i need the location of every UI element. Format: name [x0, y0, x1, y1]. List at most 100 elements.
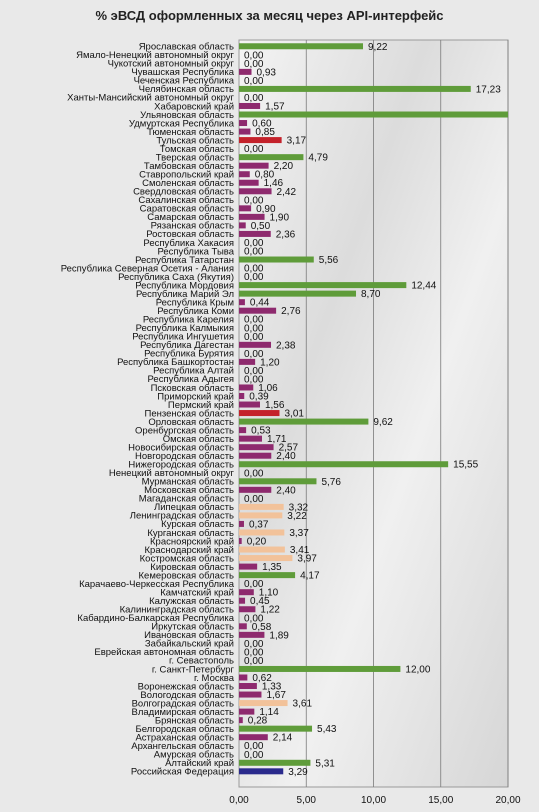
- category-label: Тамбовская область: [144, 161, 234, 172]
- bar: [239, 290, 357, 297]
- category-label: Республика Бурятия: [144, 349, 234, 360]
- category-label: Томская область: [160, 144, 234, 155]
- bar: [239, 700, 288, 707]
- category-label: Хабаровский край: [154, 101, 234, 112]
- bar: [239, 299, 245, 306]
- value-label: 0,37: [249, 519, 269, 530]
- bar: [239, 486, 272, 493]
- value-label: 0,00: [244, 50, 264, 61]
- value-label: 2,14: [273, 733, 293, 744]
- value-label: 1,14: [259, 707, 279, 718]
- value-label: 3,29: [288, 767, 308, 778]
- value-label: 0,00: [244, 639, 264, 650]
- gridlines: [305, 40, 509, 787]
- value-label: 0,00: [244, 76, 264, 87]
- category-label: Чеченская Республика: [134, 76, 235, 87]
- bar: [239, 68, 252, 75]
- category-label: Свердловская область: [133, 187, 234, 198]
- bar: [239, 410, 280, 417]
- chart-title: % эВСД оформленных за месяц через API-ин…: [95, 8, 444, 23]
- value-label: 3,32: [289, 502, 309, 513]
- value-label: 1,89: [269, 630, 289, 641]
- bar: [239, 401, 260, 408]
- value-label: 5,43: [317, 724, 337, 735]
- value-label: 17,23: [476, 84, 501, 95]
- category-label: Республика Адыгея: [148, 374, 235, 385]
- bar: [239, 691, 262, 698]
- bar: [239, 435, 262, 442]
- category-label: Республика Крым: [156, 297, 234, 308]
- category-label: Республика Мордовия: [135, 280, 234, 291]
- category-label: Ульяновская область: [140, 110, 234, 121]
- bar: [239, 85, 471, 92]
- value-label: 0,00: [244, 579, 264, 590]
- bar: [239, 563, 258, 570]
- value-label: 0,00: [244, 59, 264, 70]
- bar: [239, 631, 265, 638]
- bar: [239, 665, 401, 672]
- bar: [239, 520, 244, 527]
- category-label: Ростовская область: [146, 229, 234, 240]
- bar: [239, 205, 252, 212]
- bar: [239, 230, 271, 237]
- bar: [239, 538, 242, 545]
- value-label: 9,22: [368, 42, 388, 53]
- value-label: 1,22: [260, 605, 280, 616]
- category-label: Мурманская область: [142, 477, 234, 488]
- value-label: 1,71: [267, 434, 287, 445]
- category-label: Ленинградская область: [130, 511, 234, 522]
- category-label: Республика Карелия: [143, 315, 234, 326]
- category-label: Кировская область: [150, 562, 234, 573]
- category-label: Республика Саха (Якутия): [118, 272, 234, 283]
- value-label: 0,00: [244, 468, 264, 479]
- value-label: 2,36: [276, 229, 296, 240]
- bar: [239, 179, 259, 186]
- category-label: Забайкальский край: [145, 639, 234, 650]
- value-label: 0,00: [244, 750, 264, 761]
- category-label: Республика Марий Эл: [136, 289, 234, 300]
- value-label: 1,67: [266, 690, 286, 701]
- bar: [239, 759, 311, 766]
- value-label: 3,37: [289, 528, 309, 539]
- category-label: Ненецкий автономный округ: [109, 468, 235, 479]
- value-label: 1,56: [265, 400, 285, 411]
- value-label: 3,97: [297, 554, 317, 565]
- bar: [239, 529, 285, 536]
- value-label: 12,44: [411, 281, 436, 292]
- x-tick-label: 10,00: [361, 795, 386, 806]
- category-label: Республика Хакасия: [143, 238, 234, 249]
- value-label: 0,00: [244, 315, 264, 326]
- category-label: Брянская область: [155, 715, 234, 726]
- bar: [239, 384, 254, 391]
- value-label: 2,40: [276, 485, 296, 496]
- value-label: 0,90: [256, 204, 276, 215]
- bar: [239, 452, 272, 459]
- bar: [239, 307, 277, 314]
- category-label: Оренбургская область: [135, 425, 234, 436]
- category-label: Республика Тыва: [157, 246, 234, 257]
- bar: [239, 162, 269, 169]
- value-label: 0,85: [255, 127, 275, 138]
- bar: [239, 589, 254, 596]
- bar: [239, 43, 364, 50]
- value-label: 0,00: [244, 366, 264, 377]
- category-label: Новгородская область: [135, 451, 234, 462]
- category-label: Республика Башкортостан: [117, 357, 234, 368]
- category-label: Ставропольский край: [139, 170, 234, 181]
- bar: [239, 222, 246, 229]
- category-label: Пермский край: [168, 400, 234, 411]
- category-label: Рязанская область: [151, 221, 234, 232]
- category-label: Приморский край: [157, 391, 234, 402]
- category-label: Алтайский край: [165, 758, 234, 769]
- value-label: 0,00: [244, 613, 264, 624]
- value-label: 4,79: [308, 153, 328, 164]
- category-label: Саратовская область: [140, 204, 234, 215]
- bar: [239, 154, 304, 161]
- category-label: Краснодарский край: [145, 545, 234, 556]
- value-label: 0,60: [252, 119, 272, 130]
- x-tick-label: 0,00: [229, 795, 249, 806]
- category-label: Сахалинская область: [138, 195, 234, 206]
- bar: [239, 128, 251, 135]
- value-label: 2,38: [276, 340, 296, 351]
- value-label: 2,40: [276, 451, 296, 462]
